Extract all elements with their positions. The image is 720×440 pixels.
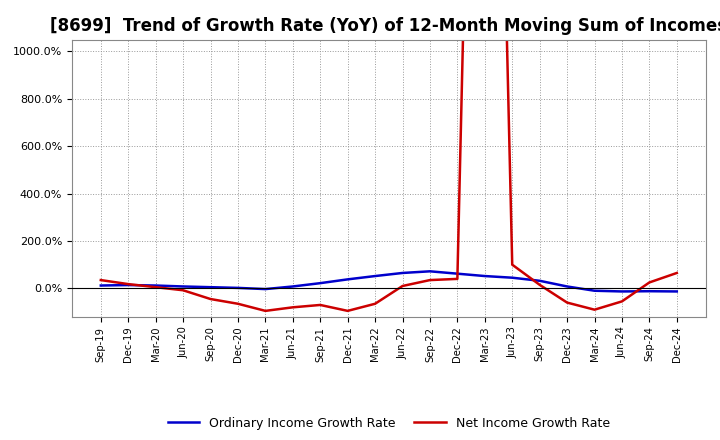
Ordinary Income Growth Rate — [233, 285, 242, 290]
Net Income Growth Rate — [289, 304, 297, 310]
Line: Net Income Growth Rate: Net Income Growth Rate — [101, 0, 677, 311]
Ordinary Income Growth Rate — [453, 271, 462, 276]
Legend: Ordinary Income Growth Rate, Net Income Growth Rate: Ordinary Income Growth Rate, Net Income … — [163, 412, 615, 435]
Ordinary Income Growth Rate — [508, 275, 516, 280]
Ordinary Income Growth Rate — [480, 273, 489, 279]
Net Income Growth Rate — [233, 301, 242, 306]
Net Income Growth Rate — [672, 270, 681, 275]
Ordinary Income Growth Rate — [398, 270, 407, 275]
Net Income Growth Rate — [343, 308, 352, 314]
Ordinary Income Growth Rate — [426, 269, 434, 274]
Ordinary Income Growth Rate — [563, 284, 572, 289]
Ordinary Income Growth Rate — [96, 283, 105, 288]
Ordinary Income Growth Rate — [261, 286, 270, 292]
Ordinary Income Growth Rate — [206, 285, 215, 290]
Net Income Growth Rate — [124, 282, 132, 287]
Ordinary Income Growth Rate — [343, 277, 352, 282]
Net Income Growth Rate — [618, 299, 626, 304]
Ordinary Income Growth Rate — [590, 288, 599, 293]
Title: [8699]  Trend of Growth Rate (YoY) of 12-Month Moving Sum of Incomes: [8699] Trend of Growth Rate (YoY) of 12-… — [50, 17, 720, 35]
Ordinary Income Growth Rate — [371, 273, 379, 279]
Net Income Growth Rate — [536, 282, 544, 287]
Net Income Growth Rate — [426, 278, 434, 283]
Ordinary Income Growth Rate — [289, 284, 297, 289]
Ordinary Income Growth Rate — [672, 289, 681, 294]
Net Income Growth Rate — [453, 276, 462, 282]
Net Income Growth Rate — [179, 288, 187, 293]
Ordinary Income Growth Rate — [645, 289, 654, 294]
Net Income Growth Rate — [371, 301, 379, 306]
Ordinary Income Growth Rate — [124, 282, 132, 288]
Net Income Growth Rate — [645, 280, 654, 285]
Net Income Growth Rate — [96, 278, 105, 283]
Ordinary Income Growth Rate — [618, 289, 626, 294]
Net Income Growth Rate — [508, 262, 516, 268]
Net Income Growth Rate — [590, 307, 599, 312]
Ordinary Income Growth Rate — [316, 281, 325, 286]
Net Income Growth Rate — [563, 300, 572, 305]
Ordinary Income Growth Rate — [536, 278, 544, 283]
Ordinary Income Growth Rate — [179, 284, 187, 289]
Net Income Growth Rate — [261, 308, 270, 314]
Ordinary Income Growth Rate — [151, 283, 160, 288]
Line: Ordinary Income Growth Rate: Ordinary Income Growth Rate — [101, 271, 677, 291]
Net Income Growth Rate — [206, 297, 215, 302]
Net Income Growth Rate — [398, 283, 407, 289]
Net Income Growth Rate — [316, 302, 325, 308]
Net Income Growth Rate — [151, 285, 160, 290]
